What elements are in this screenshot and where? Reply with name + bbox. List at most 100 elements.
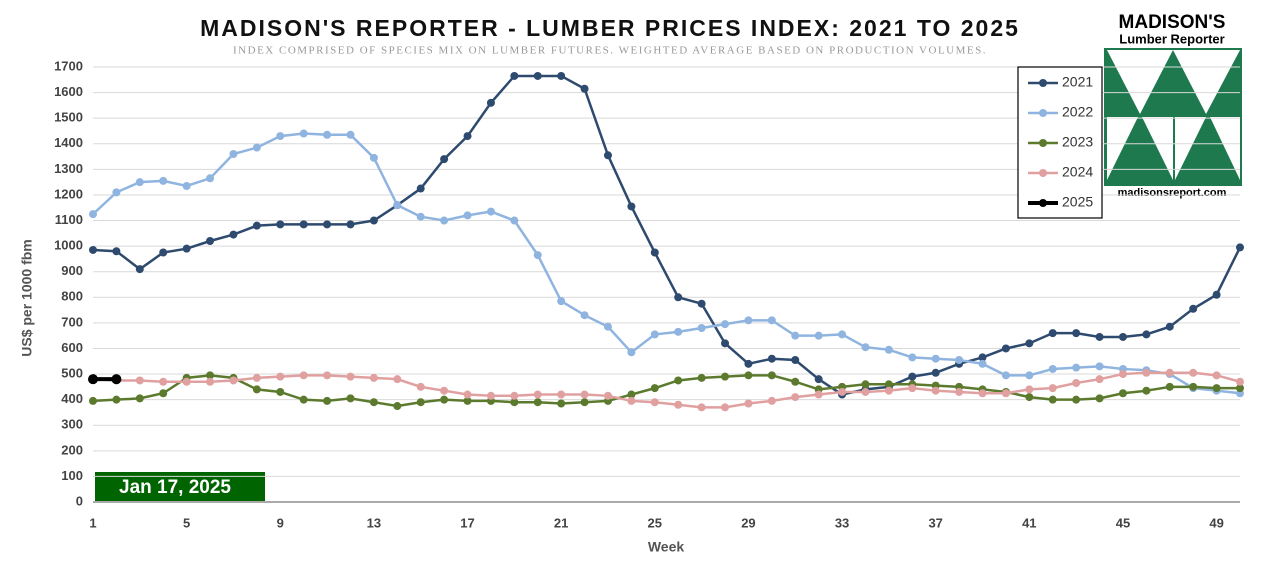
data-point: [440, 216, 449, 225]
x-axis-label: Week: [648, 539, 685, 555]
data-point: [299, 395, 308, 404]
data-point: [416, 398, 425, 407]
data-point: [346, 394, 355, 403]
data-point: [299, 129, 308, 138]
data-point: [931, 354, 940, 363]
data-point: [861, 380, 870, 389]
data-point: [1142, 386, 1151, 395]
x-tick-label: 21: [554, 515, 568, 530]
data-point: [1025, 371, 1034, 380]
data-point: [510, 391, 519, 400]
data-point: [159, 248, 168, 257]
data-point: [393, 375, 402, 384]
logo-subname: Lumber Reporter: [1119, 31, 1224, 46]
data-point: [229, 150, 238, 158]
legend-marker: [1039, 109, 1047, 117]
data-point: [603, 391, 612, 400]
data-point: [557, 399, 566, 408]
data-point: [884, 380, 893, 389]
logo-shape: [1107, 117, 1138, 180]
legend-marker: [1039, 139, 1047, 147]
data-point: [533, 390, 542, 399]
data-point: [1001, 344, 1010, 353]
y-tick-label: 1500: [54, 110, 83, 125]
y-tick-label: 1300: [54, 161, 83, 176]
data-point: [931, 368, 940, 377]
legend-label: 2022: [1062, 104, 1093, 120]
data-point: [463, 132, 472, 141]
data-point: [1001, 389, 1010, 398]
legend-marker: [1039, 199, 1047, 207]
date-box: [95, 472, 265, 502]
data-point: [206, 174, 215, 183]
data-point: [884, 386, 893, 395]
data-point: [557, 297, 566, 306]
logo-name: MADISON'S: [1119, 12, 1226, 33]
x-tick-label: 29: [741, 515, 755, 530]
data-point: [814, 390, 823, 399]
data-point: [463, 390, 472, 399]
data-point: [1095, 394, 1104, 403]
y-tick-label: 500: [61, 365, 83, 380]
y-tick-label: 600: [61, 340, 83, 355]
legend-label: 2021: [1062, 74, 1093, 90]
data-point: [908, 372, 917, 381]
y-tick-label: 1200: [54, 186, 83, 201]
data-point: [533, 71, 542, 80]
data-point: [112, 395, 121, 404]
data-point: [744, 399, 753, 408]
data-point: [112, 188, 121, 197]
y-axis-label: US$ per 1000 fbm: [19, 239, 35, 357]
data-point: [159, 377, 168, 386]
data-point: [89, 210, 97, 219]
data-point: [603, 151, 612, 160]
data-point: [486, 98, 495, 107]
data-point: [767, 354, 776, 363]
data-point: [206, 237, 215, 245]
data-point: [1025, 339, 1034, 348]
data-point: [697, 299, 706, 308]
data-point: [1165, 368, 1174, 377]
data-point: [1212, 371, 1221, 380]
legend: 2021 2022 2023 2024 2025: [1017, 66, 1103, 219]
data-point: [767, 371, 776, 380]
data-point: [1212, 384, 1221, 393]
data-point: [955, 387, 964, 396]
logo-url: madisonsreport.com: [1118, 187, 1227, 199]
data-point: [744, 371, 753, 380]
data-point: [135, 394, 144, 403]
data-point: [533, 398, 542, 407]
y-tick-label: 800: [61, 289, 83, 304]
data-point: [182, 244, 191, 253]
data-point: [861, 343, 870, 352]
x-tick-label: 37: [928, 515, 942, 530]
data-point: [1072, 379, 1081, 388]
data-point: [767, 316, 776, 325]
data-point: [557, 71, 566, 80]
data-point: [814, 331, 823, 340]
data-point: [650, 398, 659, 407]
series: [89, 371, 1244, 411]
data-point: [1142, 368, 1151, 377]
x-tick-label: 13: [367, 515, 381, 530]
y-tick-label: 400: [61, 391, 83, 406]
data-point: [978, 353, 987, 362]
data-point: [884, 345, 893, 354]
data-point: [721, 403, 730, 412]
data-point: [1072, 395, 1081, 404]
data-point: [252, 385, 261, 394]
data-point: [791, 355, 800, 364]
data-point: [697, 403, 706, 412]
data-point: [580, 398, 589, 407]
data-point: [931, 386, 940, 395]
data-point: [88, 374, 98, 385]
data-point: [721, 339, 730, 348]
data-point: [135, 376, 144, 385]
data-point: [135, 265, 144, 274]
logo-shape: [1107, 50, 1173, 114]
series: [89, 71, 1244, 399]
data-point: [416, 212, 425, 221]
logo-shape: [1210, 117, 1240, 180]
data-point: [674, 327, 683, 336]
data-point: [1025, 393, 1034, 402]
